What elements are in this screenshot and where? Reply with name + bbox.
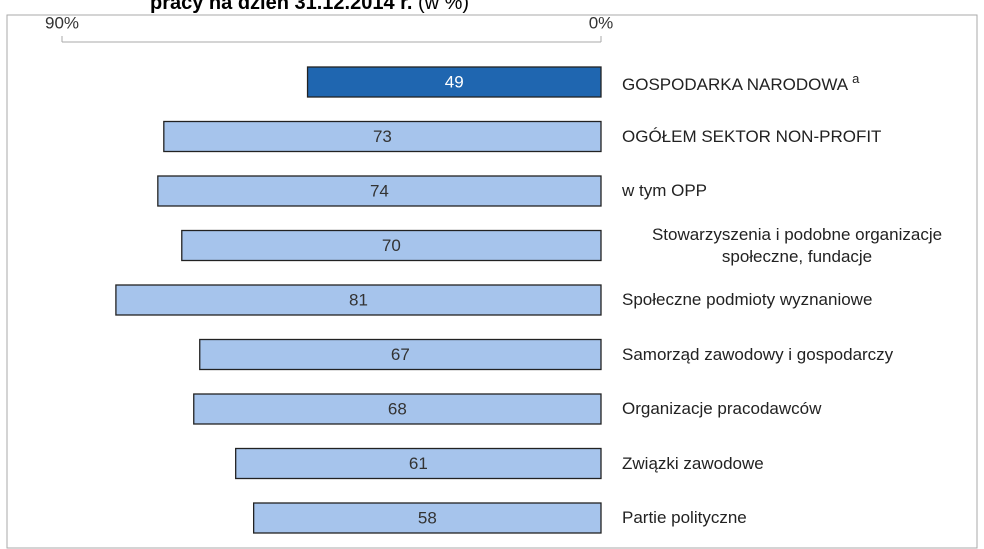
category-label: Partie polityczne (622, 507, 972, 529)
title-main: pracy na dzień 31.12.2014 r. (150, 0, 412, 14)
bar (115, 284, 602, 316)
category-label: Związki zawodowe (622, 453, 972, 475)
bar-label: 70 (382, 236, 401, 255)
x-tick-label: 0% (589, 13, 614, 32)
bar-label: 73 (373, 127, 392, 146)
category-text: w tym OPP (622, 181, 708, 200)
bar (306, 66, 602, 98)
bar-label: 58 (418, 508, 437, 527)
bar-label: 81 (349, 290, 368, 309)
category-label: Samorząd zawodowy i gospodarczy (622, 344, 972, 366)
bar (157, 175, 602, 207)
category-text: GOSPODARKA NARODOWA (622, 74, 849, 94)
bar (199, 338, 602, 371)
bar-label: 74 (370, 181, 389, 200)
bar (235, 447, 602, 480)
bar-label: 49 (445, 72, 464, 91)
category-label: Stowarzyszenia i podobne organizacje spo… (622, 224, 972, 268)
bar-label: 61 (409, 454, 428, 473)
category-text: Samorząd zawodowy i gospodarczy (622, 344, 894, 364)
category-label: Społeczne podmioty wyznaniowe (622, 289, 972, 311)
bar (163, 120, 602, 153)
category-text: OGÓŁEM SEKTOR NON-PROFIT (622, 126, 882, 146)
title-unit: (w %) (418, 0, 469, 14)
category-text: Społeczne podmioty wyznaniowe (622, 290, 873, 309)
x-tick-label: 90% (45, 13, 79, 32)
category-label: Organizacje pracodawców (622, 398, 972, 420)
bar (181, 229, 602, 262)
chart-title: pracy na dzień 31.12.2014 r. (w %) (150, 0, 469, 14)
category-label: GOSPODARKA NARODOWA a (622, 68, 972, 96)
category-text: Organizacje pracodawców (622, 399, 822, 418)
footnote-mark: a (852, 71, 860, 87)
frame (6, 14, 978, 549)
category-text: Partie polityczne (622, 508, 747, 527)
bar (193, 393, 602, 425)
category-label: w tym OPP (622, 180, 972, 202)
category-text: Stowarzyszenia i podobne organizacje spo… (651, 224, 943, 266)
bar (252, 502, 602, 534)
bar-label: 68 (388, 399, 407, 418)
category-label: OGÓŁEM SEKTOR NON-PROFIT (622, 126, 972, 148)
category-text: Związki zawodowe (622, 453, 764, 473)
bar-label: 67 (391, 345, 410, 364)
